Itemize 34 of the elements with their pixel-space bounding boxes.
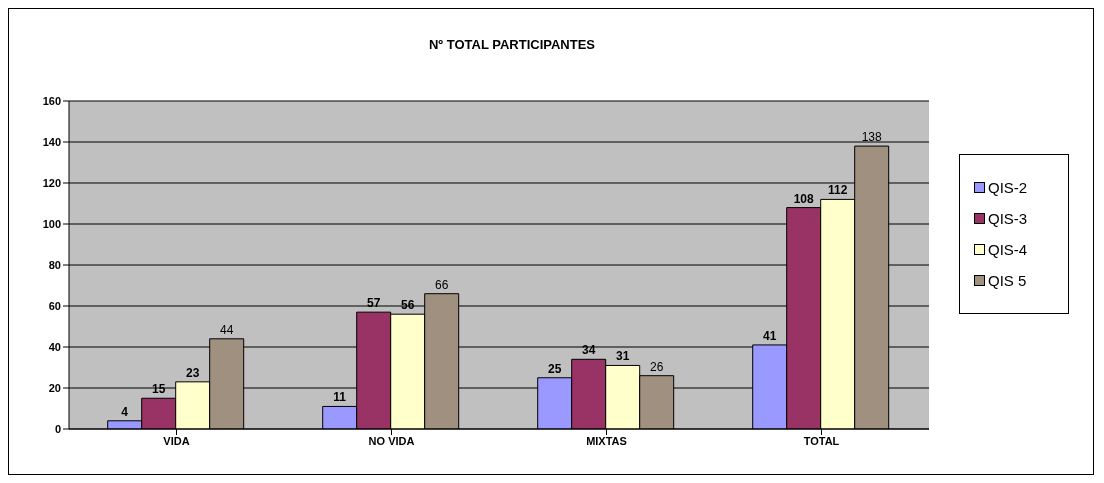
data-label: 66 <box>435 277 449 292</box>
y-tick-label: 100 <box>42 217 61 230</box>
data-label: 34 <box>582 343 596 358</box>
data-label: 108 <box>793 191 815 206</box>
y-tick-label: 120 <box>42 176 61 189</box>
data-label: 23 <box>186 365 200 380</box>
data-label: 25 <box>548 361 562 376</box>
x-tick-label: NO VIDA <box>368 434 415 447</box>
x-tick-label: VIDA <box>163 434 190 447</box>
legend-label: QIS-4 <box>987 241 1029 258</box>
x-tick-label: MIXTAS <box>586 434 627 447</box>
data-label: 31 <box>616 349 630 364</box>
y-tick-label: 60 <box>48 299 61 312</box>
data-label: 4 <box>121 404 129 419</box>
y-tick-label: 80 <box>48 258 61 271</box>
data-label: 138 <box>861 130 883 145</box>
data-label: 15 <box>152 382 166 397</box>
data-label: 44 <box>220 322 234 337</box>
data-label: 26 <box>650 359 664 374</box>
y-tick-label: 140 <box>42 135 61 148</box>
y-tick-label: 160 <box>42 94 61 107</box>
data-label: 11 <box>333 390 347 405</box>
data-label: 57 <box>367 296 381 311</box>
data-label: 41 <box>763 328 777 343</box>
y-tick-label: 40 <box>48 340 61 353</box>
chart-title: Nº TOTAL PARTICIPANTES <box>427 37 597 52</box>
x-tick-label: TOTAL <box>803 434 840 447</box>
legend-label: QIS-3 <box>987 210 1029 227</box>
data-label: 56 <box>401 298 415 313</box>
legend-label: QIS 5 <box>987 272 1028 289</box>
data-label: 112 <box>828 183 848 198</box>
y-tick-label: 20 <box>48 381 61 394</box>
legend-label: QIS-2 <box>987 179 1029 196</box>
y-tick-label: 0 <box>54 422 61 435</box>
